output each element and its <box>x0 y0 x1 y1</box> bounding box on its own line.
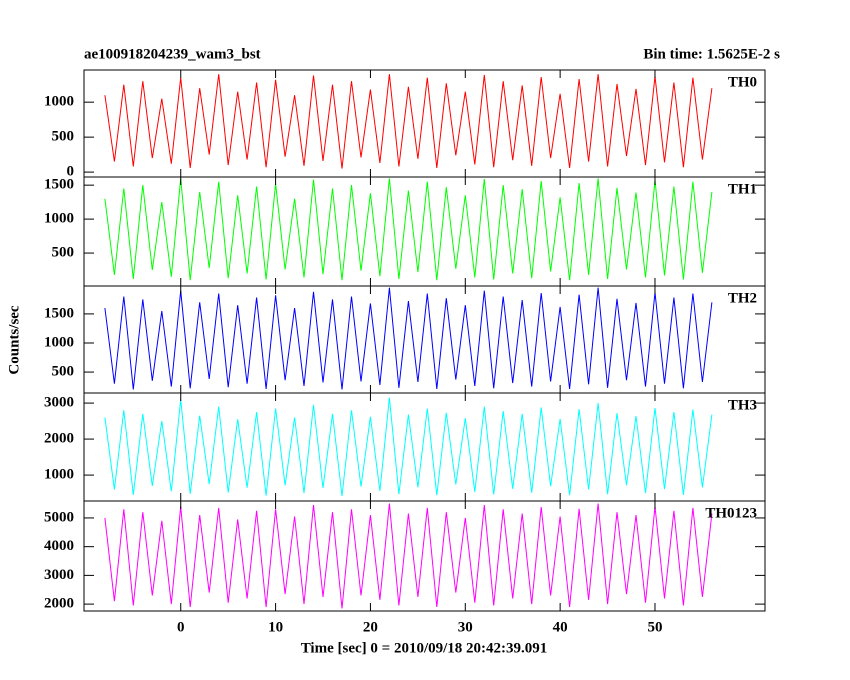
y-tick-label: 500 <box>52 244 75 260</box>
y-tick-label: 3000 <box>44 395 74 411</box>
x-tick-label: 30 <box>458 619 473 635</box>
y-tick-label: 4000 <box>44 538 74 554</box>
x-tick-label: 40 <box>553 619 568 635</box>
x-tick-label: 10 <box>268 619 283 635</box>
panel-frame <box>83 69 766 178</box>
x-axis-label: Time [sec] 0 = 2010/09/18 20:42:39.091 <box>301 640 548 656</box>
x-tick-label: 0 <box>177 619 185 635</box>
panel-label: TH1 <box>728 181 757 197</box>
panel-frame <box>83 285 766 394</box>
y-tick-label: 1000 <box>44 467 74 483</box>
y-tick-label: 500 <box>52 129 75 145</box>
y-tick-label: 1500 <box>44 177 74 193</box>
x-tick-label: 20 <box>363 619 378 635</box>
y-tick-label: 1000 <box>44 334 74 350</box>
panel-frame <box>83 500 766 612</box>
y-tick-label: 2000 <box>44 431 74 447</box>
light-curve <box>104 178 713 281</box>
panel-label: TH2 <box>728 290 757 306</box>
panel-label: TH0123 <box>705 505 757 521</box>
y-tick-label: 500 <box>52 364 75 380</box>
panel-frame <box>83 392 766 502</box>
light-curve <box>104 397 713 497</box>
y-tick-label: 0 <box>67 164 75 180</box>
y-tick-label: 5000 <box>44 509 74 525</box>
y-tick-label: 2000 <box>44 596 74 612</box>
light-curve <box>104 287 713 390</box>
bin-time: Bin time: 1.5625E-2 s <box>643 46 780 62</box>
chart-title: ae100918204239_wam3_bst <box>84 46 261 62</box>
y-tick-label: 1000 <box>44 211 74 227</box>
light-curve <box>104 74 713 169</box>
y-tick-label: 3000 <box>44 567 74 583</box>
y-tick-label: 1500 <box>44 305 74 321</box>
light-curve <box>104 503 713 609</box>
y-tick-label: 1000 <box>44 94 74 110</box>
panel-label: TH3 <box>728 397 757 413</box>
x-tick-label: 50 <box>647 619 662 635</box>
panel-label: TH0 <box>728 74 757 90</box>
y-axis-label: Counts/sec <box>6 305 22 375</box>
